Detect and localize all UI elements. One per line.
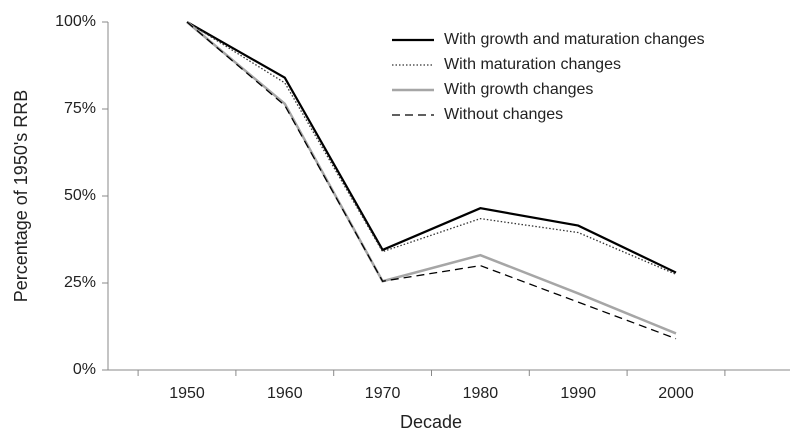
y-tick-label: 25% — [64, 274, 96, 291]
legend-label: With maturation changes — [444, 56, 621, 73]
x-tick-label: 1980 — [463, 385, 499, 402]
y-tick-label: 0% — [73, 361, 96, 378]
y-axis-title: Percentage of 1950's RRB — [11, 90, 31, 303]
series-line — [186, 21, 677, 340]
x-tick-label: 1970 — [365, 385, 401, 402]
series-line — [186, 21, 677, 274]
x-tick-label: 1950 — [169, 385, 205, 402]
x-tick-label: 1990 — [560, 385, 596, 402]
legend-label: With growth changes — [444, 81, 593, 98]
x-tick-label: 2000 — [658, 385, 694, 402]
x-tick-label: 1960 — [267, 385, 303, 402]
x-axis-title: Decade — [400, 412, 462, 432]
legend-label: With growth and maturation changes — [444, 31, 705, 48]
y-tick-label: 75% — [64, 100, 96, 117]
series-line — [186, 21, 677, 275]
y-tick-label: 50% — [64, 187, 96, 204]
legend-label: Without changes — [444, 106, 563, 123]
y-tick-label: 100% — [55, 13, 96, 30]
series-line — [186, 21, 677, 335]
